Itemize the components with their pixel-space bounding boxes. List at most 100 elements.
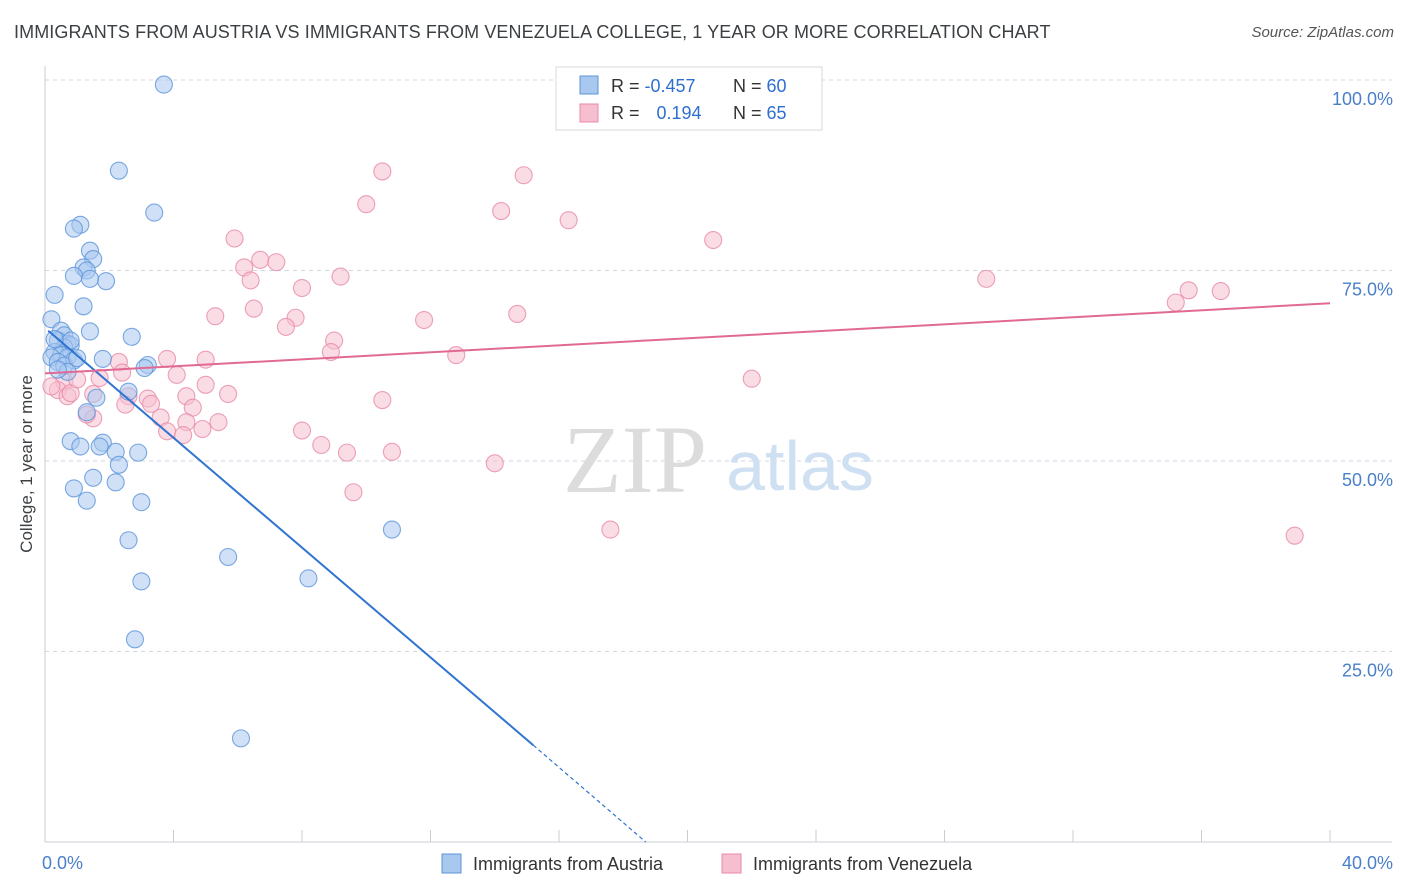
venezuela-point (141, 394, 161, 413)
series-legend-label-austria: Immigrants from Austria (473, 854, 664, 874)
svg-text:R = -0.457: R = -0.457 (611, 76, 696, 96)
venezuela-point (508, 304, 527, 323)
austria-point (45, 285, 64, 304)
data-points (42, 75, 1304, 748)
venezuela-point (292, 421, 312, 440)
austria-point (109, 455, 128, 474)
austria-point (231, 729, 251, 748)
venezuela-point (206, 307, 225, 326)
austria-point (129, 443, 148, 462)
venezuela-point (196, 375, 215, 394)
austria-point (132, 493, 151, 512)
venezuela-point (415, 310, 434, 330)
venezuela-point (167, 365, 186, 384)
chart-title: IMMIGRANTS FROM AUSTRIA VS IMMIGRANTS FR… (14, 22, 1051, 42)
austria-point (119, 531, 138, 550)
venezuela-point (219, 384, 238, 403)
austria-point (96, 272, 116, 291)
austria-point (125, 630, 144, 649)
venezuela-point (225, 229, 244, 248)
austria-point (64, 219, 83, 238)
venezuela-point (704, 230, 723, 250)
venezuela-point (267, 253, 286, 272)
austria-point (106, 473, 125, 492)
venezuela-point (344, 483, 363, 502)
austria-point (145, 203, 164, 222)
venezuela-point (292, 278, 312, 298)
grid-lines (45, 79, 1392, 652)
venezuela-point (241, 271, 260, 290)
austria-trend-line (47, 329, 534, 746)
venezuela-point (90, 368, 109, 387)
venezuela-point (42, 377, 61, 396)
austria-point (61, 331, 80, 350)
venezuela-point (373, 390, 392, 410)
legend-n-label: N = (733, 76, 767, 96)
svg-text:N = 60: N = 60 (733, 76, 787, 96)
austria-point (219, 547, 238, 567)
venezuela-point (312, 435, 331, 455)
y-tick-label: 50.0% (1342, 470, 1393, 490)
venezuela-point (244, 299, 263, 318)
austria-point (154, 75, 173, 94)
x-tick-label: 0.0% (42, 853, 83, 873)
austria-trend-extension (532, 744, 647, 843)
venezuela-point (382, 442, 402, 461)
venezuela-point (113, 363, 132, 382)
legend-r-label: R = (611, 103, 645, 123)
watermark-zip: ZIP (563, 406, 707, 513)
venezuela-point (1211, 282, 1230, 301)
y-axis-label: College, 1 year or more (17, 375, 36, 553)
trend-lines (44, 302, 1331, 843)
venezuela-point (321, 342, 340, 362)
series-legend-swatch-venezuela (721, 853, 742, 874)
austria-point (80, 269, 100, 288)
austria-point (77, 403, 96, 422)
series-legend: Immigrants from Austria Immigrants from … (441, 853, 973, 874)
austria-point (109, 161, 128, 180)
venezuela-point (1285, 526, 1304, 545)
venezuela-point (514, 166, 533, 185)
austria-point (87, 388, 106, 407)
austria-point (382, 520, 402, 539)
watermark-atlas: atlas (726, 427, 874, 505)
venezuela-point (977, 269, 996, 288)
austria-point (90, 437, 109, 456)
venezuela-point (485, 454, 504, 473)
legend-swatch-austria (579, 75, 599, 95)
austria-point (74, 297, 93, 316)
series-legend-label-venezuela: Immigrants from Venezuela (753, 854, 973, 874)
venezuela-point (1179, 281, 1198, 300)
venezuela-point (742, 369, 761, 388)
austria-point (132, 572, 151, 591)
y-tick-label: 25.0% (1342, 661, 1393, 681)
venezuela-point (357, 195, 376, 214)
legend-n-value: 65 (767, 103, 787, 123)
venezuela-point (373, 162, 392, 181)
source-credit: Source: ZipAtlas.com (1251, 24, 1394, 41)
austria-point (71, 437, 90, 456)
venezuela-point (276, 317, 295, 336)
venezuela-trend-line (44, 302, 1331, 375)
legend-r-label: R = (611, 76, 645, 96)
legend-r-value: 0.194 (657, 103, 702, 123)
venezuela-point (601, 520, 620, 539)
svg-text:N = 65: N = 65 (733, 103, 787, 123)
austria-point (80, 322, 100, 341)
watermark: ZIP atlas (563, 406, 874, 513)
x-tick-label: 40.0% (1342, 853, 1393, 873)
austria-point (77, 491, 96, 510)
series-legend-swatch-austria (441, 853, 462, 874)
austria-point (64, 479, 83, 498)
venezuela-point (174, 426, 193, 445)
axes (44, 66, 1392, 843)
venezuela-point (337, 443, 357, 462)
austria-point (84, 468, 103, 487)
austria-point (45, 330, 64, 349)
venezuela-point (209, 413, 228, 432)
venezuela-point (492, 202, 511, 221)
venezuela-point (251, 250, 270, 269)
austria-point (68, 349, 87, 368)
venezuela-point (331, 267, 350, 286)
